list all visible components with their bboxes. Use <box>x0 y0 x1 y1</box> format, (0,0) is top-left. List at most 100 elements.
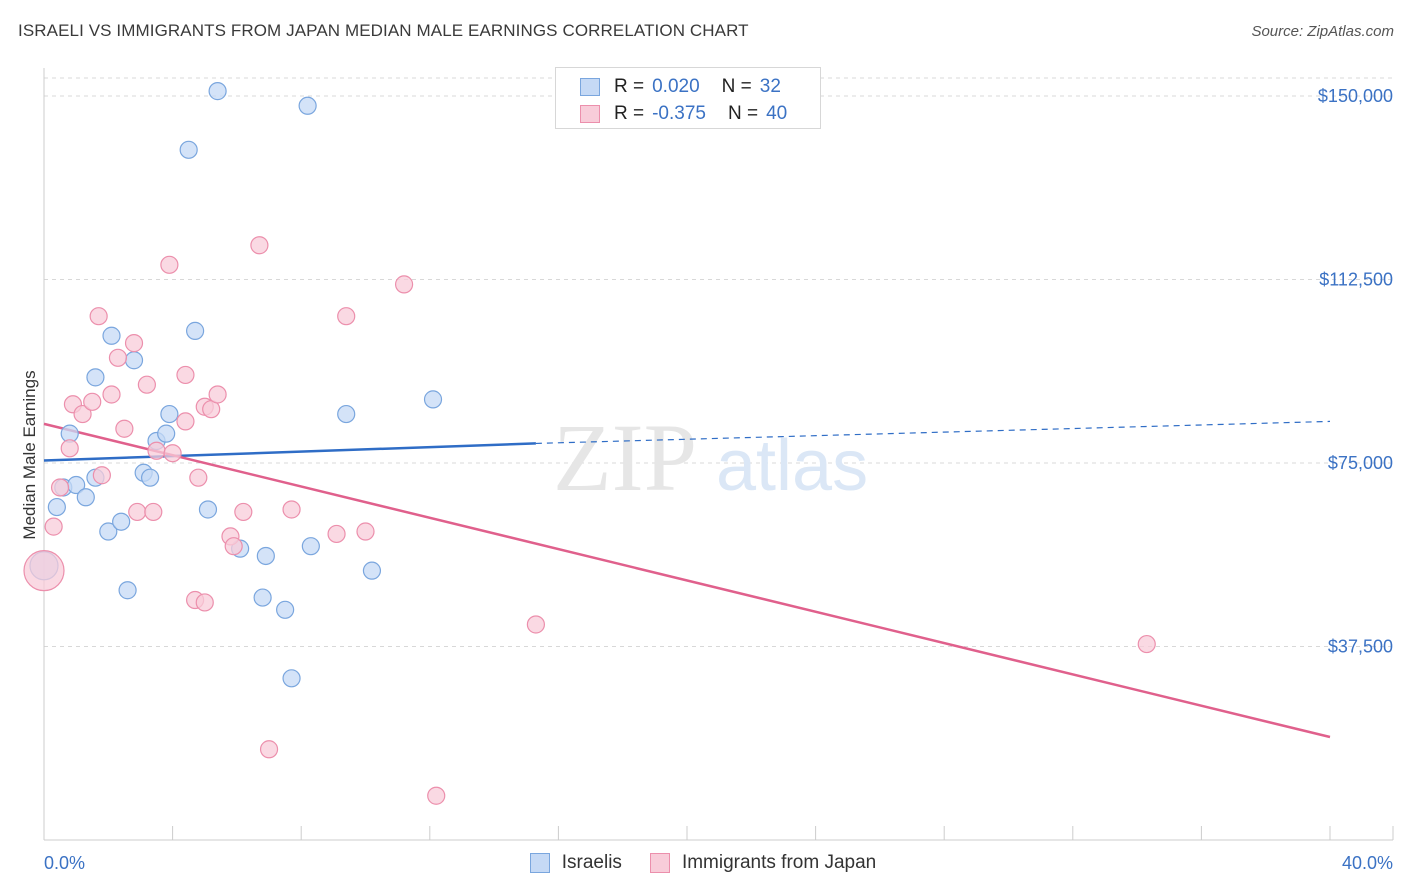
japan-point <box>1137 634 1156 654</box>
israelis-point <box>362 561 382 580</box>
japan-point <box>234 502 253 522</box>
israelis-point <box>256 546 275 566</box>
japan-swatch <box>580 105 600 123</box>
japan-point <box>163 444 182 463</box>
japan-point <box>259 740 279 759</box>
x-tick-label: 40.0% <box>1342 853 1393 873</box>
japan-point <box>83 392 102 411</box>
watermark-atlas: atlas <box>716 426 868 506</box>
tick-layer: $37,500 $75,000 $112,500 $150,000 0.0% 40.0% <box>44 86 1393 873</box>
israelis-trend-line <box>43 442 536 462</box>
x-tick-label: 0.0% <box>44 853 85 873</box>
y-axis-label: Median Male Earnings <box>20 370 39 539</box>
y-tick-label: $150,000 <box>1318 86 1393 106</box>
y-tick-label: $112,500 <box>1319 270 1393 290</box>
israelis-point <box>298 96 317 115</box>
japan-point <box>526 615 545 634</box>
israelis-trend-line-extension <box>535 420 1331 445</box>
japan-point <box>282 500 301 519</box>
japan-point <box>147 441 166 460</box>
watermark-zip: ZIP <box>553 404 697 511</box>
source-label: Source: ZipAtlas.com <box>1251 23 1394 40</box>
israelis-point <box>86 368 105 387</box>
japan-point <box>124 334 144 353</box>
israelis-point <box>423 390 443 409</box>
israelis-point <box>198 500 218 519</box>
n-label: N = <box>721 76 752 97</box>
n-value: 40 <box>766 103 788 124</box>
israelis-point <box>186 321 205 340</box>
r-label: R = <box>614 76 645 97</box>
israelis-point <box>253 588 272 607</box>
israelis-swatch <box>580 78 600 96</box>
axis-layer <box>43 68 1394 841</box>
japan-trend-line <box>43 422 1331 739</box>
israelis-point <box>112 512 131 531</box>
r-label: R = <box>614 103 645 124</box>
japan-point <box>160 255 179 274</box>
japan-point <box>92 466 111 485</box>
japan-point <box>102 385 121 404</box>
israelis-swatch <box>529 853 550 873</box>
r-value: -0.375 <box>652 103 706 124</box>
japan-point <box>176 365 195 385</box>
japan-point <box>356 522 375 541</box>
japan-point <box>23 550 65 592</box>
japan-point <box>208 385 227 404</box>
grid-layer <box>44 77 1395 647</box>
japan-point <box>89 307 108 326</box>
israelis-point <box>179 140 198 159</box>
israelis-point <box>118 581 137 600</box>
israelis-point <box>276 600 295 619</box>
japan-point <box>137 375 156 394</box>
legend-item-japan[interactable]: Immigrants from Japan <box>649 852 877 874</box>
stats-legend: R = 0.020 N = 32 R = -0.375 N = 40 <box>555 67 821 129</box>
japan-point <box>50 478 70 497</box>
y-tick-label: $37,500 <box>1328 637 1393 657</box>
japan-point <box>144 502 163 522</box>
legend-label-israelis: Israelis <box>561 852 622 873</box>
israelis-point <box>140 468 160 487</box>
y-tick-label: $75,000 <box>1328 453 1393 473</box>
legend-row-japan: R = -0.375 N = 40 <box>580 102 787 126</box>
japan-point <box>327 524 346 544</box>
israelis-point <box>157 424 176 443</box>
japan-point <box>60 439 79 458</box>
israelis-point <box>282 669 301 688</box>
n-label: N = <box>727 103 759 124</box>
israelis-point <box>208 82 227 101</box>
japan-point <box>195 593 214 612</box>
series-legend: Israelis Immigrants from Japan <box>0 852 1406 874</box>
points-layer <box>23 82 1156 805</box>
japan-point <box>427 786 446 805</box>
legend-item-israelis[interactable]: Israelis <box>529 852 622 874</box>
japan-point <box>337 307 356 326</box>
israelis-point <box>301 537 320 556</box>
israelis-point <box>99 522 118 541</box>
japan-point <box>73 404 92 424</box>
japan-point <box>108 348 128 367</box>
japan-point <box>224 537 243 556</box>
legend-label-japan: Immigrants from Japan <box>681 852 877 873</box>
israelis-point <box>160 404 179 424</box>
japan-point <box>189 468 208 487</box>
japan-point <box>44 517 63 536</box>
japan-point <box>250 236 269 255</box>
japan-point <box>128 502 147 522</box>
israelis-point <box>102 326 121 345</box>
japan-point <box>394 275 414 294</box>
israelis-point <box>47 497 66 517</box>
israelis-point <box>337 404 356 424</box>
israelis-point <box>76 488 95 507</box>
israelis-point <box>124 351 144 370</box>
chart-title: ISRAELI VS IMMIGRANTS FROM JAPAN MEDIAN … <box>18 21 749 40</box>
r-value: 0.020 <box>652 76 700 97</box>
japan-point <box>176 412 195 431</box>
japan-point <box>115 419 134 438</box>
trend-layer <box>43 420 1331 739</box>
n-value: 32 <box>759 76 781 97</box>
japan-swatch <box>649 853 670 873</box>
watermark: ZIP atlas <box>553 404 868 511</box>
legend-row-israelis: R = 0.020 N = 32 <box>580 75 781 99</box>
